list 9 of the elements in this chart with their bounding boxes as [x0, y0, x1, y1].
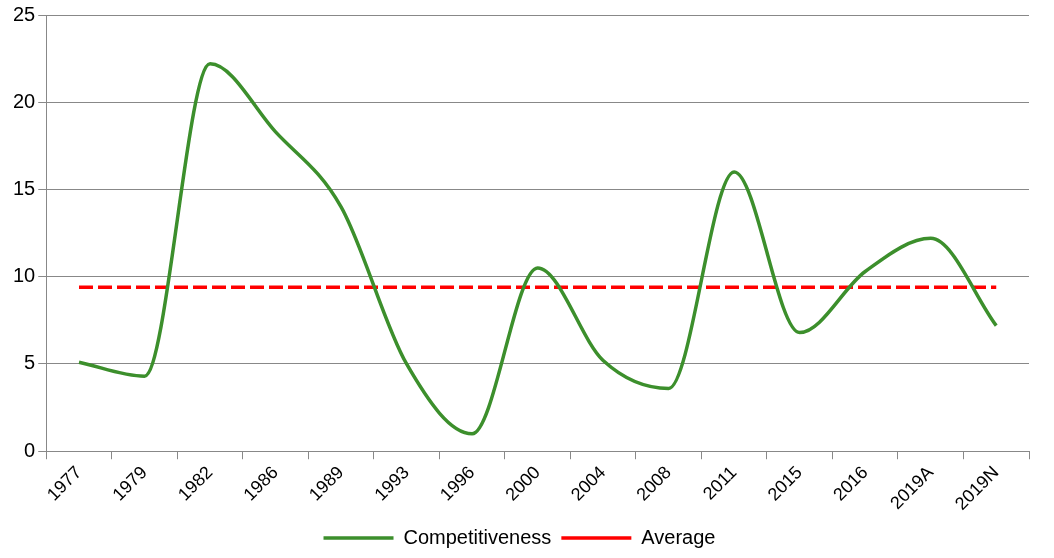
line-series	[77, 62, 998, 436]
y-tick-label: 20	[13, 89, 36, 112]
y-tick-label: 0	[24, 438, 36, 461]
legend-label: Competitiveness	[403, 525, 552, 548]
y-tick-label: 5	[24, 351, 36, 374]
y-tick-label: 10	[13, 264, 36, 287]
y-tick-label: 25	[13, 2, 36, 25]
legend-label: Average	[641, 525, 716, 548]
y-tick-label: 15	[13, 177, 36, 199]
